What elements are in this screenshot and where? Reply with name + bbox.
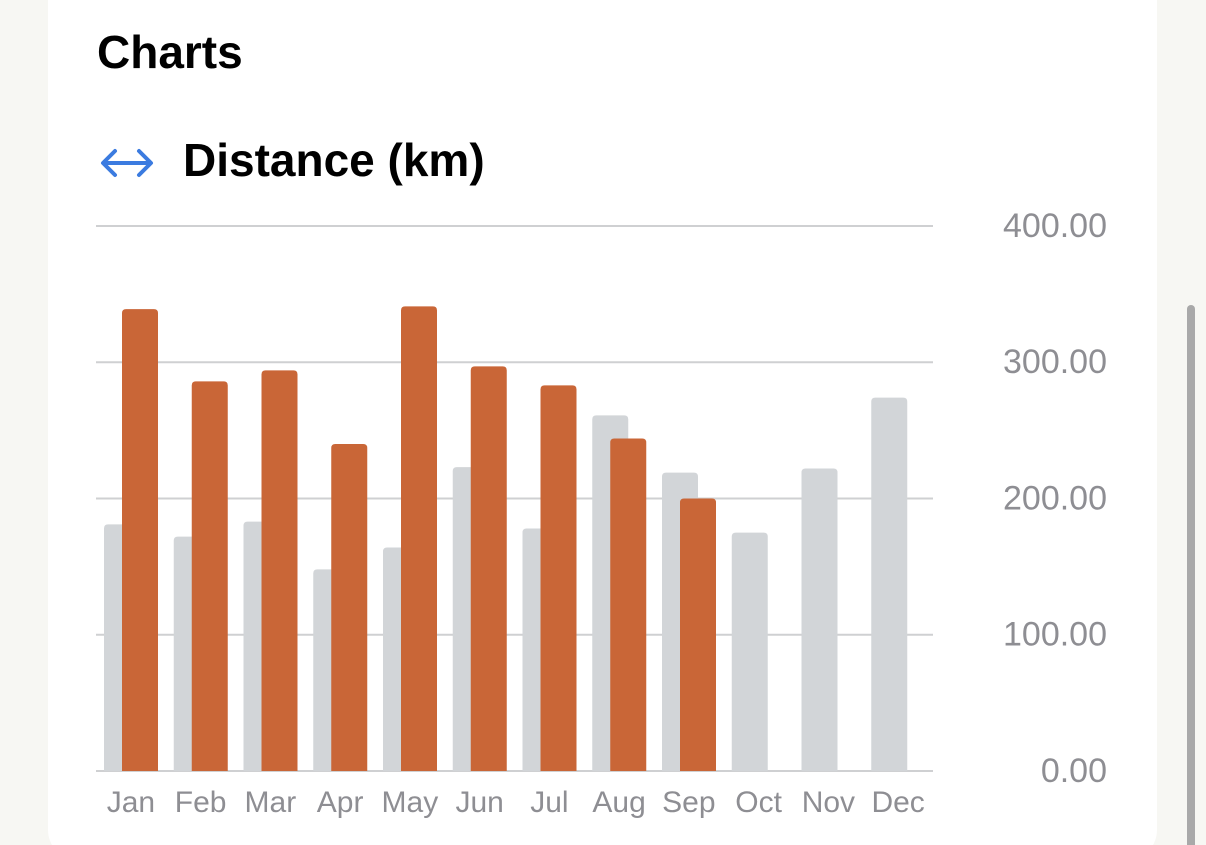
bar bbox=[540, 385, 577, 771]
bar bbox=[680, 498, 716, 771]
x-tick-label: Aug bbox=[592, 786, 645, 819]
bar bbox=[731, 532, 768, 771]
y-tick-label: 400.00 bbox=[1003, 207, 1107, 245]
x-tick-label: Feb bbox=[175, 786, 227, 819]
x-tick-label: Jul bbox=[530, 786, 568, 819]
y-tick-label: 0.00 bbox=[1041, 752, 1107, 790]
x-tick-label: May bbox=[382, 786, 439, 819]
x-tick-label: Mar bbox=[245, 786, 297, 819]
x-tick-label: Apr bbox=[317, 786, 364, 819]
scrollbar[interactable] bbox=[1187, 305, 1195, 845]
x-tick-label: Oct bbox=[735, 786, 782, 819]
x-tick-label: Nov bbox=[802, 786, 855, 819]
y-tick-label: 200.00 bbox=[1003, 479, 1107, 517]
bar bbox=[331, 444, 368, 771]
x-tick-label: Jun bbox=[455, 786, 503, 819]
bar bbox=[122, 309, 158, 771]
bar bbox=[801, 468, 838, 771]
bar bbox=[610, 438, 647, 771]
bar bbox=[191, 381, 228, 771]
y-tick-label: 100.00 bbox=[1003, 616, 1107, 654]
bar bbox=[401, 306, 437, 771]
x-tick-label: Dec bbox=[871, 786, 924, 819]
bar bbox=[261, 370, 298, 771]
chart-title: Distance (km) bbox=[183, 134, 485, 186]
x-tick-label: Jan bbox=[107, 786, 155, 819]
bar bbox=[470, 366, 507, 771]
x-tick-label: Sep bbox=[662, 786, 715, 819]
bar bbox=[871, 397, 908, 771]
section-title: Charts bbox=[97, 26, 243, 78]
y-tick-label: 300.00 bbox=[1003, 343, 1107, 381]
distance-icon bbox=[101, 149, 153, 177]
chart: 0.00 100.00 200.00 300.00 400.00 Jan Feb Mar Apr… bbox=[96, 207, 1107, 819]
